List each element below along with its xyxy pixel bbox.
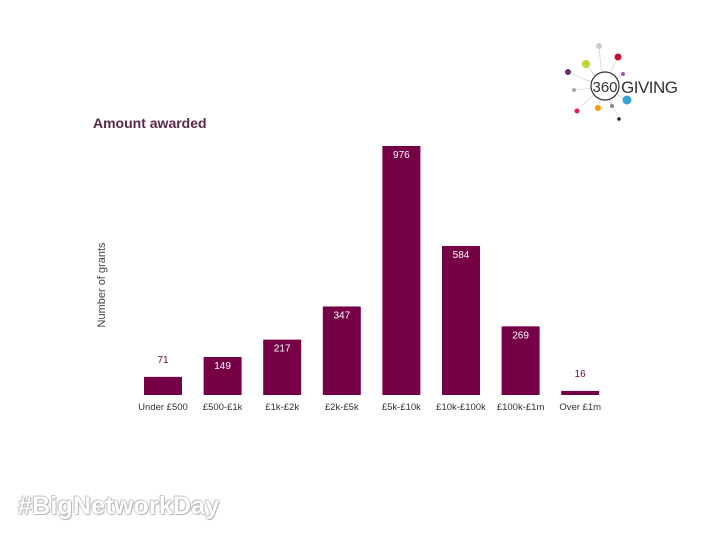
logo-word: GIVING [621,78,678,97]
y-axis-label: Number of grants [96,242,108,327]
bar-0 [144,376,182,395]
x-tick-label-3: £2k-£5k [325,402,359,413]
data-label-7: 16 [575,369,587,380]
bar-6 [501,326,540,395]
data-label-4: 976 [393,150,410,161]
x-tick-label-4: £5k-£10k [382,402,421,413]
bar-3 [322,306,361,395]
x-tick-label-5: £10k-£100k [436,402,486,413]
logo-number: 360 [592,79,617,96]
bar-2 [263,339,302,395]
chart-title: Amount awarded [93,115,207,131]
x-tick-label-6: £100k-£1m [497,402,545,413]
bar-4 [382,146,421,395]
bar-1 [203,356,242,395]
data-label-2: 217 [274,344,291,355]
data-label-1: 149 [214,361,231,372]
bar-5 [442,246,480,395]
data-label-6: 269 [512,330,529,341]
x-tick-label-2: £1k-£2k [265,402,299,413]
data-label-3: 347 [333,310,350,321]
data-label-5: 584 [453,250,470,261]
x-tick-labels: Under £500 £500-£1k £1k-£2k £2k-£5k £5k-£10k… [138,402,601,413]
x-tick-label-7: Over £1m [559,402,601,413]
data-labels: 71 149 217 347 976 584 269 16 [157,150,586,380]
logo-360giving: 360 GIVING [565,43,678,121]
data-label-0: 71 [157,355,169,366]
x-tick-label-1: £500-£1k [203,402,243,413]
x-tick-label-0: Under £500 [138,402,188,413]
hashtag: #BigNetworkDay [18,492,220,520]
bar-7 [561,390,600,395]
bars [144,146,600,395]
